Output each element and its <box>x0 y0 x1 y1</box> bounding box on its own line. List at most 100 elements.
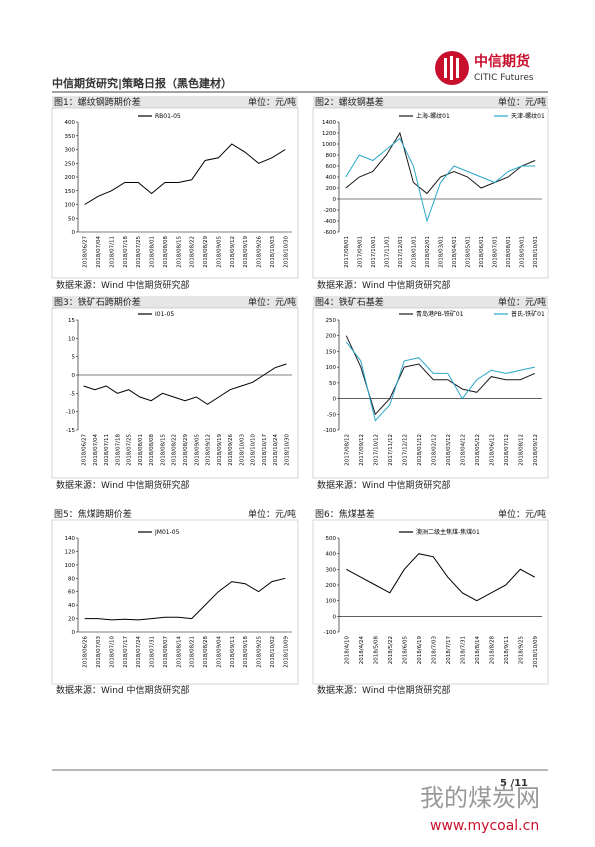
x-tick-label: 2018/01/01 <box>411 236 417 268</box>
y-tick-label: 400 <box>65 120 76 126</box>
x-tick-label: 2018/09/11 <box>230 636 236 668</box>
y-tick-label: 600 <box>326 164 337 170</box>
x-tick-label: 2018/4/24 <box>359 636 365 665</box>
y-tick-label: 250 <box>326 318 337 324</box>
x-tick-label: 2018/08/22 <box>172 434 178 466</box>
x-tick-label: 2018/09/19 <box>243 236 249 268</box>
logo-en: CITIC Futures <box>474 73 534 83</box>
x-tick-label: 2018/10/01 <box>533 236 539 268</box>
x-tick-label: 2018/09/25 <box>257 636 263 668</box>
header-title: 中信期货研究|策略日报（黑色建材） <box>52 76 232 90</box>
x-tick-label: 2018/07/11 <box>104 434 110 466</box>
y-tick-label: 300 <box>326 567 337 573</box>
title-bar <box>52 296 298 308</box>
chart-frame <box>312 519 549 685</box>
y-tick-label: -100 <box>324 630 337 636</box>
logo-bar <box>450 56 453 80</box>
x-tick-label: 2018/08/28 <box>203 636 209 668</box>
x-tick-label: 2018/10/09 <box>533 636 539 668</box>
chart-title: 图6：焦煤基差 <box>315 508 375 520</box>
x-tick-label: 2017/12/12 <box>402 434 408 466</box>
y-tick-label: 40 <box>68 603 75 609</box>
x-tick-label: 2018/07/12 <box>504 434 510 466</box>
x-tick-label: 2018/07/17 <box>123 636 129 668</box>
x-tick-label: 2018/05/01 <box>466 236 472 268</box>
y-tick-label: -100 <box>324 428 337 434</box>
legend-label: 上海-螺纹01 <box>416 112 450 120</box>
chart-frame <box>312 307 549 479</box>
x-tick-label: 2018/08/08 <box>149 434 155 466</box>
legend-label: I01-05 <box>155 311 174 318</box>
chart-unit: 单位：元/吨 <box>498 96 546 108</box>
x-tick-label: 2017/10/01 <box>371 236 377 268</box>
x-tick-label: 2018/03/12 <box>446 434 452 466</box>
x-tick-label: 2018/6/05 <box>402 636 408 665</box>
x-tick-label: 2018/10/17 <box>262 434 268 466</box>
x-tick-label: 2018/7/17 <box>446 636 452 665</box>
chart-source: 数据来源：Wind 中信期货研究部 <box>317 684 450 696</box>
x-tick-label: 2018/09/26 <box>257 236 263 268</box>
logo-cn: 中信期货 <box>474 53 530 70</box>
chart-title: 图1：螺纹钢跨期价差 <box>54 96 141 108</box>
y-tick-label: -200 <box>324 208 337 214</box>
y-tick-label: 0 <box>72 230 76 236</box>
y-tick-label: 0 <box>333 614 337 620</box>
x-tick-label: 2017/08/12 <box>344 434 350 466</box>
x-tick-label: 2018/08/01 <box>506 236 512 268</box>
y-tick-label: 1200 <box>322 131 336 137</box>
chart-source: 数据来源：Wind 中信期货研究部 <box>56 684 189 696</box>
x-tick-label: 2018/07/18 <box>123 236 129 268</box>
y-tick-label: 0 <box>72 630 76 636</box>
y-tick-label: 50 <box>68 216 75 222</box>
y-tick-label: -600 <box>324 230 337 236</box>
y-tick-label: 150 <box>326 349 337 355</box>
x-tick-label: 2018/07/25 <box>127 434 133 466</box>
y-tick-label: -5 <box>70 391 76 397</box>
y-tick-label: -50 <box>327 412 336 418</box>
x-tick-label: 2017/09/12 <box>359 434 365 466</box>
page-number: 5 /11 <box>500 778 528 789</box>
y-tick-label: 10 <box>68 336 75 342</box>
x-tick-label: 2018/04/12 <box>460 434 466 466</box>
x-tick-label: 2018/5/08 <box>373 636 379 665</box>
x-tick-label: 2018/08/14 <box>176 636 182 668</box>
x-tick-label: 2017/10/12 <box>373 434 379 466</box>
x-tick-label: 2018/09/12 <box>230 236 236 268</box>
x-tick-label: 2018/08/15 <box>176 236 182 268</box>
y-tick-label: 100 <box>65 203 76 209</box>
x-tick-label: 2018/07/24 <box>136 636 142 668</box>
y-tick-label: 0 <box>72 373 76 379</box>
x-tick-label: 2017/08/01 <box>344 236 350 268</box>
x-tick-label: 2018/10/10 <box>251 434 257 466</box>
chart-source: 数据来源：Wind 中信期货研究部 <box>56 279 189 291</box>
y-tick-label: 100 <box>326 599 337 605</box>
legend-label: RB01-05 <box>155 113 181 120</box>
chart-source: 数据来源：Wind 中信期货研究部 <box>317 279 450 291</box>
x-tick-label: 2018/06/12 <box>489 434 495 466</box>
logo-bar <box>444 58 447 78</box>
logo-bar <box>456 58 459 78</box>
y-tick-label: -10 <box>66 410 75 416</box>
x-tick-label: 2017/11/12 <box>388 434 394 466</box>
series-line <box>345 137 536 223</box>
chart-frame <box>312 107 549 279</box>
x-tick-label: 2018/10/03 <box>239 434 245 466</box>
legend-label: 澳洲二级主焦煤-焦煤01 <box>416 528 480 536</box>
x-tick-label: 2018/06/01 <box>479 236 485 268</box>
series-line <box>345 131 536 195</box>
x-tick-label: 2018/08/12 <box>518 434 524 466</box>
title-bar <box>52 96 298 108</box>
y-tick-label: 200 <box>326 583 337 589</box>
x-tick-label: 2018/06/27 <box>83 236 89 268</box>
chart-unit: 单位：元/吨 <box>248 508 296 520</box>
chart-title: 图2：螺纹钢基差 <box>315 96 384 108</box>
chart-title: 图5：焦煤跨期价差 <box>54 508 132 520</box>
x-tick-label: 2018/7/03 <box>431 636 437 665</box>
y-tick-label: 350 <box>65 134 76 140</box>
x-tick-label: 2018/10/30 <box>283 236 289 268</box>
y-tick-label: 1400 <box>322 120 336 126</box>
y-tick-label: 200 <box>326 186 337 192</box>
x-tick-label: 2018/09/01 <box>520 236 526 268</box>
legend-label: JM01-05 <box>154 529 180 536</box>
